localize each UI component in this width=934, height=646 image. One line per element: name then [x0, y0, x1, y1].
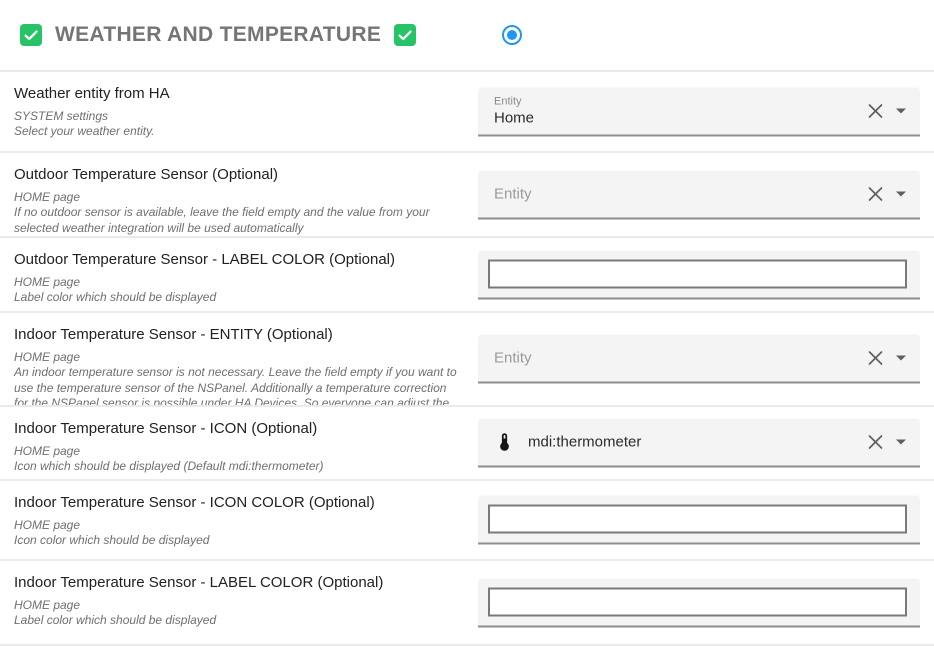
row-weather-entity: Weather entity from HA SYSTEM settings S…	[0, 72, 934, 153]
indoor-icon-select[interactable]: mdi:thermometer	[478, 418, 920, 468]
chevron-down-icon[interactable]	[896, 355, 906, 361]
indoor-label-color-fieldwrap	[478, 578, 920, 627]
row-description: Select your weather entity.	[14, 124, 155, 139]
section-title: WEATHER AND TEMPERATURE	[55, 23, 382, 46]
outdoor-entity-select[interactable]: Entity	[478, 170, 920, 219]
row-description: Icon color which should be displayed	[14, 533, 210, 548]
row-subtitle: HOME page	[14, 444, 81, 458]
row-subtitle: SYSTEM settings	[14, 109, 109, 123]
row-description: If no outdoor sensor is available, leave…	[14, 205, 430, 235]
indoor-label-color-input[interactable]	[488, 587, 907, 616]
select-value: Home	[494, 109, 535, 126]
indoor-icon-color-fieldwrap	[478, 495, 920, 545]
select-placeholder: Entity	[494, 349, 532, 367]
row-title: Indoor Temperature Sensor - ENTITY (Opti…	[14, 326, 333, 343]
select-placeholder: Entity	[494, 185, 532, 202]
section-header: WEATHER AND TEMPERATURE	[0, 0, 934, 72]
row-subtitle: HOME page	[14, 350, 81, 364]
row-indoor-label-color: Indoor Temperature Sensor - LABEL COLOR …	[0, 561, 934, 646]
clear-icon[interactable]	[867, 434, 884, 451]
row-title: Indoor Temperature Sensor - ICON (Option…	[14, 420, 318, 437]
checkmark-icon	[24, 30, 38, 41]
row-outdoor-label-color: Outdoor Temperature Sensor - LABEL COLOR…	[0, 238, 934, 313]
row-title: Outdoor Temperature Sensor - LABEL COLOR…	[14, 251, 396, 268]
row-indoor-icon-color: Indoor Temperature Sensor - ICON COLOR (…	[0, 481, 934, 561]
chevron-down-icon[interactable]	[896, 191, 906, 196]
row-description: An indoor temperature sensor is not nece…	[14, 365, 457, 407]
section-checkbox-right[interactable]	[394, 24, 417, 46]
row-indoor-icon: Indoor Temperature Sensor - ICON (Option…	[0, 407, 934, 481]
outdoor-label-color-fieldwrap	[478, 250, 920, 299]
indoor-entity-select[interactable]: Entity	[478, 334, 920, 384]
row-title: Outdoor Temperature Sensor (Optional)	[14, 166, 279, 183]
row-description: Icon which should be displayed (Default …	[14, 459, 324, 474]
clear-icon[interactable]	[867, 185, 884, 202]
row-title: Indoor Temperature Sensor - LABEL COLOR …	[14, 574, 384, 591]
indoor-icon-color-input[interactable]	[488, 504, 907, 534]
row-indoor-entity: Indoor Temperature Sensor - ENTITY (Opti…	[0, 313, 934, 407]
select-value: mdi:thermometer	[528, 433, 642, 451]
row-title: Indoor Temperature Sensor - ICON COLOR (…	[14, 494, 375, 511]
clear-icon[interactable]	[867, 102, 884, 119]
section-checkbox-left[interactable]	[20, 24, 42, 46]
thermometer-icon	[500, 433, 509, 451]
clear-icon[interactable]	[867, 350, 884, 367]
row-subtitle: HOME page	[14, 190, 81, 204]
checkmark-icon	[398, 30, 412, 41]
row-description: Label color which should be displayed	[14, 290, 217, 305]
weather-entity-select[interactable]: Entity Home	[478, 87, 920, 136]
row-subtitle: HOME page	[14, 518, 81, 532]
row-subtitle: HOME page	[14, 275, 81, 289]
row-subtitle: HOME page	[14, 598, 81, 612]
outdoor-label-color-input[interactable]	[488, 259, 907, 288]
section-radio-button[interactable]	[502, 25, 523, 45]
chevron-down-icon[interactable]	[896, 108, 906, 113]
row-title: Weather entity from HA	[14, 85, 170, 102]
row-description: Label color which should be displayed	[14, 613, 217, 628]
row-outdoor-temp-sensor: Outdoor Temperature Sensor (Optional) HO…	[0, 153, 934, 238]
select-floating-label: Entity	[494, 95, 522, 107]
chevron-down-icon[interactable]	[896, 439, 906, 445]
